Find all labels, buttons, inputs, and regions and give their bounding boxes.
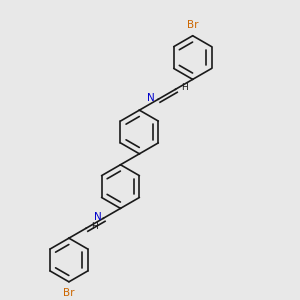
Text: H: H bbox=[91, 222, 98, 231]
Text: H: H bbox=[182, 83, 188, 92]
Text: Br: Br bbox=[63, 288, 75, 298]
Text: N: N bbox=[147, 93, 154, 103]
Text: Br: Br bbox=[187, 20, 198, 30]
Text: N: N bbox=[94, 212, 101, 222]
